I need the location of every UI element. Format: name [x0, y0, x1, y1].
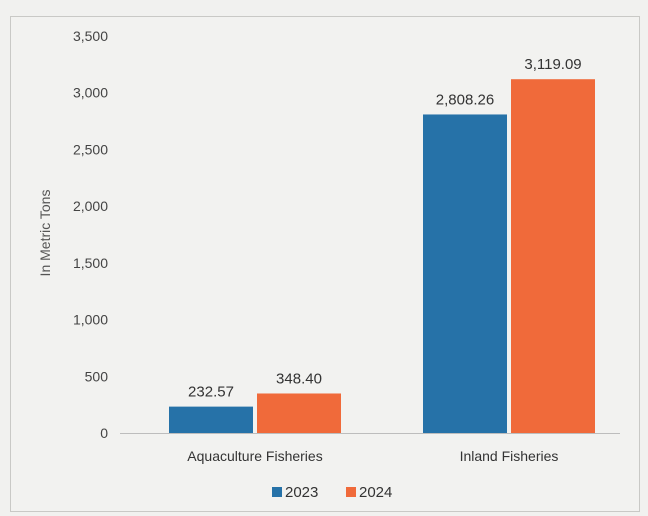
legend-swatch — [272, 487, 282, 497]
bar-2023-0 — [169, 406, 253, 433]
legend-label: 2023 — [285, 484, 318, 501]
bar-2024-0 — [257, 393, 341, 433]
y-tick-label: 500 — [85, 368, 109, 384]
bars — [169, 79, 595, 434]
data-label: 348.40 — [276, 370, 322, 387]
data-label: 232.57 — [188, 384, 234, 401]
legend-swatch — [346, 487, 356, 497]
data-labels: 232.57 348.40 2,808.26 3,119.09 — [188, 56, 582, 400]
bar-2023-1 — [423, 114, 507, 434]
legend-label: 2024 — [359, 484, 392, 501]
y-tick-label: 0 — [100, 425, 108, 441]
y-tick-label: 1,500 — [73, 255, 108, 271]
y-axis-ticks: 0 500 1,000 1,500 2,000 2,500 3,000 3,500 — [73, 28, 108, 441]
bar-2024-1 — [511, 79, 595, 433]
x-axis-ticks: Aquaculture Fisheries Inland Fisheries — [187, 448, 558, 464]
cropped-title-strip — [0, 0, 648, 16]
y-tick-label: 3,000 — [73, 85, 108, 101]
x-tick-label: Inland Fisheries — [460, 448, 559, 464]
data-label: 3,119.09 — [524, 56, 581, 73]
y-tick-label: 1,000 — [73, 312, 108, 328]
x-tick-label: Aquaculture Fisheries — [187, 448, 322, 464]
y-tick-label: 3,500 — [73, 28, 108, 44]
y-axis-label: In Metric Tons — [37, 190, 53, 277]
y-tick-label: 2,500 — [73, 141, 108, 157]
legend: 2023 2024 — [272, 484, 392, 501]
data-label: 2,808.26 — [436, 91, 494, 108]
y-tick-label: 2,000 — [73, 198, 108, 214]
